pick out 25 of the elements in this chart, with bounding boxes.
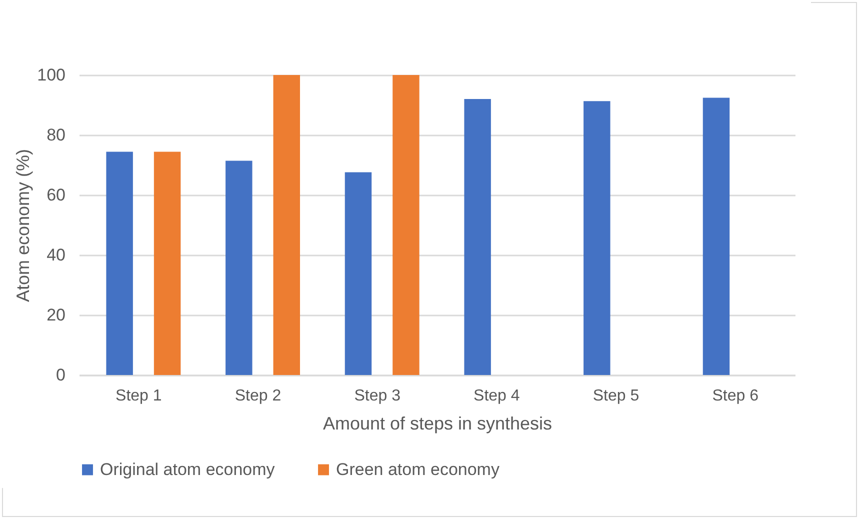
x-tick-label: Step 4 [474, 388, 520, 404]
x-tick-label: Step 2 [234, 388, 282, 404]
bar [226, 160, 252, 375]
x-tick-label: Step 5 [592, 388, 640, 404]
bar [464, 99, 491, 375]
x-tick-label: Step 1 [116, 388, 162, 404]
legend-label: Original atom economy [100, 460, 276, 479]
bar [392, 75, 420, 375]
x-tick-label: Step 3 [354, 388, 401, 404]
bar [273, 75, 300, 375]
bar [106, 152, 133, 375]
y-tick-label: 100 [37, 66, 66, 84]
y-axis-title: Atom economy (%) [13, 148, 34, 302]
x-axis-title: Amount of steps in synthesis [322, 414, 552, 434]
y-tick-label: 80 [46, 126, 66, 144]
bar [344, 172, 372, 375]
y-tick-label: 20 [46, 306, 66, 324]
legend-label: Green atom economy [336, 460, 500, 479]
y-tick-label: 40 [46, 246, 66, 264]
y-tick-label: 60 [46, 186, 66, 204]
bar [154, 152, 181, 375]
bar [702, 98, 730, 375]
bar [584, 101, 610, 375]
x-tick-label: Step 6 [712, 388, 759, 404]
y-tick-label: 0 [56, 366, 66, 384]
